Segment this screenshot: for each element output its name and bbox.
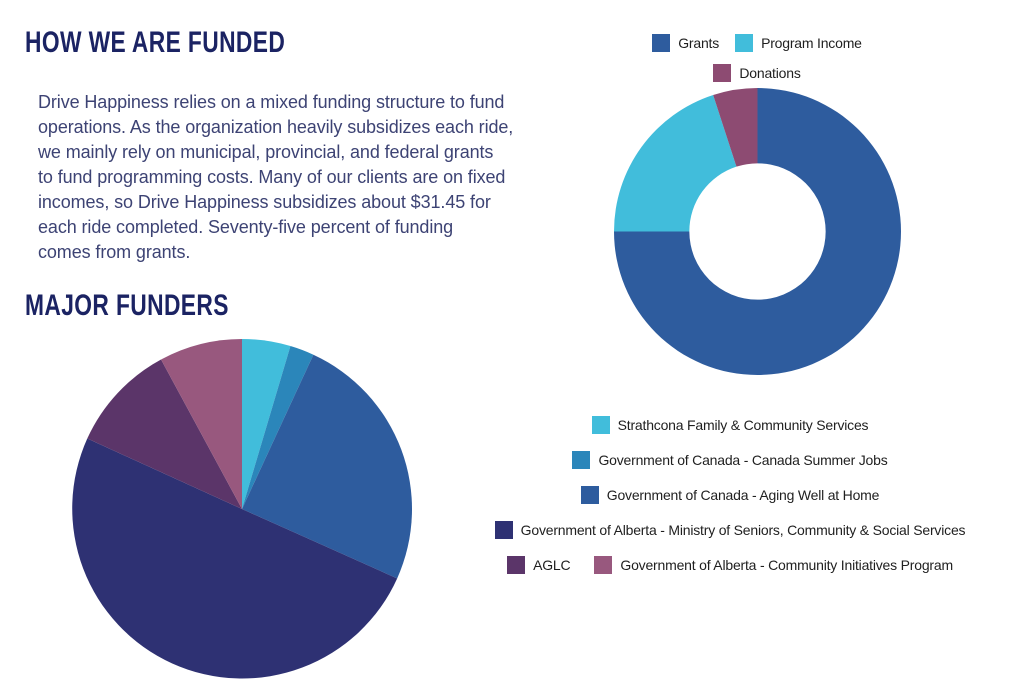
legend-swatch-icon [652, 34, 671, 52]
legend-label: Grants [678, 35, 720, 51]
legend-item-program-income: Program Income [735, 34, 862, 52]
pie-slice-aglc [87, 359, 242, 509]
legend-label: Government of Canada - Aging Well at Hom… [606, 487, 880, 503]
legend-item-aglc: AGLC [507, 556, 571, 574]
funding-description-paragraph: Drive Happiness relies on a mixed fundin… [38, 92, 514, 262]
legend-swatch-icon [507, 556, 526, 574]
legend-item-government-of-canada-aging-well-at-home: Government of Canada - Aging Well at Hom… [580, 486, 880, 504]
legend-swatch-icon [594, 556, 613, 574]
legend-label: Government of Alberta - Community Initia… [620, 557, 953, 573]
legend-item-government-of-alberta-community-initiatives-program: Government of Alberta - Community Initia… [594, 556, 953, 574]
major-funders-title: MAJOR FUNDERS [25, 289, 229, 322]
major-funders-pie-chart [72, 339, 412, 679]
legend-row: Government of Alberta - Ministry of Seni… [494, 520, 966, 540]
pie-slice-government-of-canada-aging-well-at-home [242, 354, 412, 579]
legend-swatch-icon [580, 486, 599, 504]
legend-row: Grants Program Income [652, 33, 862, 53]
pie-slice-donations [713, 88, 758, 167]
pie-slice-government-of-alberta-ministry-of-seniors-community-social-services [72, 438, 398, 679]
legend-row: Government of Canada - Aging Well at Hom… [580, 485, 880, 505]
legend-swatch-icon [713, 64, 732, 82]
legend-item-government-of-alberta-ministry-of-seniors-community-social-services: Government of Alberta - Ministry of Seni… [494, 521, 966, 539]
legend-row: Strathcona Family & Community Services [591, 415, 869, 435]
legend-swatch-icon [591, 416, 610, 434]
pie-slice-government-of-alberta-community-initiatives-program [161, 339, 242, 509]
legend-label: Strathcona Family & Community Services [617, 417, 869, 433]
legend-swatch-icon [494, 521, 513, 539]
pie-slice-program-income [614, 95, 737, 232]
legend-swatch-icon [572, 451, 591, 469]
pie-slice-grants [614, 88, 901, 375]
legend-row: Government of Canada - Canada Summer Job… [572, 450, 888, 470]
legend-item-strathcona-family-community-services: Strathcona Family & Community Services [591, 416, 869, 434]
major-funders-legend: Strathcona Family & Community Services Go… [440, 415, 1020, 575]
page-title: HOW WE ARE FUNDED [25, 26, 286, 59]
legend-label: AGLC [533, 557, 571, 573]
legend-item-donations: Donations [713, 64, 801, 82]
funding-donut-chart [614, 88, 901, 375]
legend-item-government-of-canada-canada-summer-jobs: Government of Canada - Canada Summer Job… [572, 451, 888, 469]
legend-label: Program Income [761, 35, 862, 51]
funding-donut-legend: Grants Program Income Donations [607, 33, 907, 83]
legend-row: Donations [713, 63, 801, 83]
legend-label: Government of Alberta - Ministry of Seni… [520, 522, 966, 538]
pie-slice-strathcona-family-community-services [242, 339, 291, 509]
legend-label: Donations [739, 65, 801, 81]
pie-slice-government-of-canada-canada-summer-jobs [242, 346, 314, 509]
legend-label: Government of Canada - Canada Summer Job… [598, 452, 888, 468]
legend-swatch-icon [735, 34, 754, 52]
legend-row: AGLC Government of Alberta - Community In… [507, 555, 953, 575]
legend-item-grants: Grants [652, 34, 719, 52]
